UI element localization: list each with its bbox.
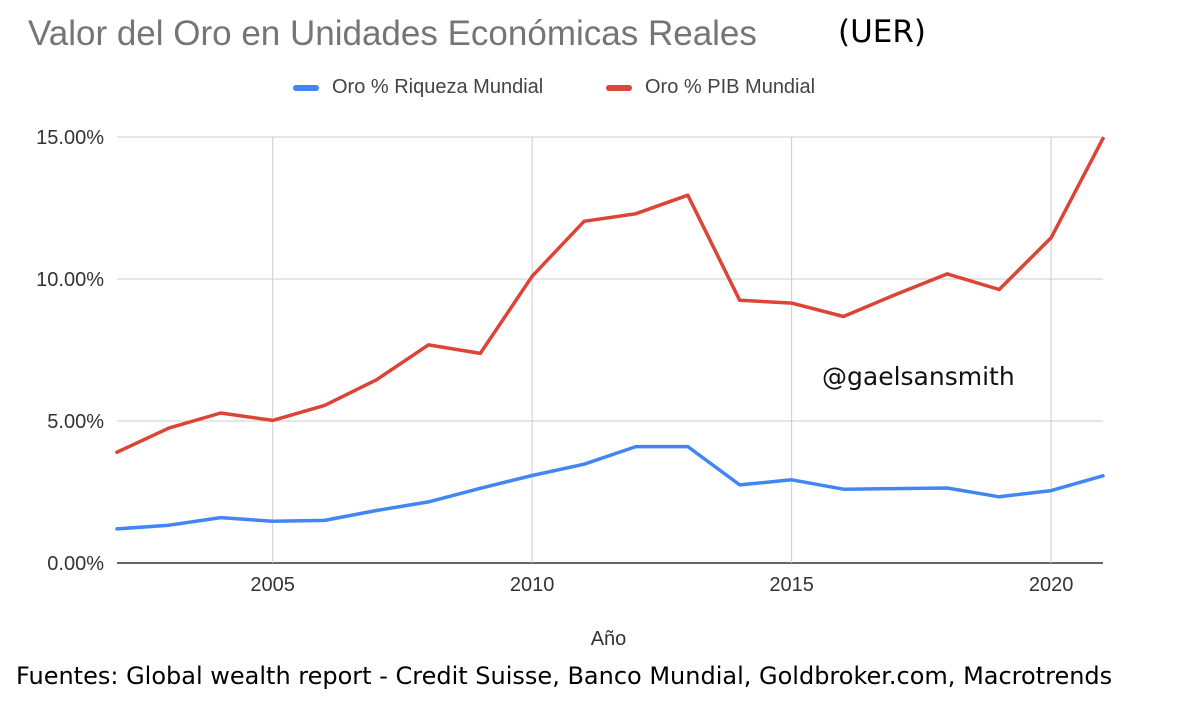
data-point [841,487,846,491]
data-point [945,272,949,276]
legend-item-riqueza: Oro % Riqueza Mundial [293,76,543,99]
data-point [478,351,482,356]
y-tick-label: 15.00% [36,127,104,149]
legend-label-pib: Oro % PIB Mundial [645,76,816,98]
data-point [634,212,638,216]
data-point [582,219,586,223]
chart-title: Valor del Oro en Unidades Económicas Rea… [28,14,757,53]
x-tick-label: 2015 [769,574,814,596]
data-point [1101,474,1105,478]
data-point [271,418,275,423]
data-point [945,486,949,490]
data-point [738,298,742,302]
data-point [322,403,327,407]
data-point [167,523,171,527]
x-tick-label: 2020 [1029,574,1074,596]
data-point [167,426,171,430]
data-point [686,444,690,449]
data-point [790,478,794,482]
sources-caption: Fuentes: Global wealth report - Credit S… [16,662,1113,690]
data-point [634,444,638,449]
legend-label-riqueza: Oro % Riqueza Mundial [332,76,544,98]
data-point [478,486,482,490]
chart-title-suffix: (UER) [838,14,927,50]
data-point [322,518,327,523]
data-point [893,486,898,491]
data-point [997,287,1001,292]
data-point [530,274,534,278]
data-point [893,293,898,297]
data-point [738,483,742,487]
data-point [790,301,794,305]
data-point [841,314,846,319]
y-tick-label: 0.00% [47,553,104,575]
data-point [271,519,275,523]
x-axis-title: Año [590,628,627,650]
x-tick-label: 2005 [250,574,295,596]
data-point [426,343,430,347]
legend-item-pib: Oro % PIB Mundial [606,76,815,99]
data-point [1049,488,1053,493]
legend-swatch-riqueza [293,84,319,91]
data-point [582,462,586,466]
data-point [426,500,430,504]
y-tick-label: 5.00% [47,411,104,433]
y-tick-label: 10.00% [36,269,104,291]
data-point [115,450,119,454]
data-point [1101,136,1105,141]
series-line-0 [115,444,1105,531]
data-point [219,411,223,415]
legend-swatch-pib [606,84,632,91]
legend: Oro % Riqueza Mundial Oro % PIB Mundial [0,76,1199,106]
data-point [219,515,223,520]
data-point [530,473,534,478]
watermark-handle: @gaelsansmith [822,362,1015,391]
data-point [115,527,119,531]
data-point [374,378,379,382]
data-point [686,193,690,197]
data-point [1049,236,1053,240]
x-tick-label: 2010 [510,574,555,596]
series-line-1 [115,136,1105,454]
data-point [997,495,1001,499]
data-point [374,508,379,513]
